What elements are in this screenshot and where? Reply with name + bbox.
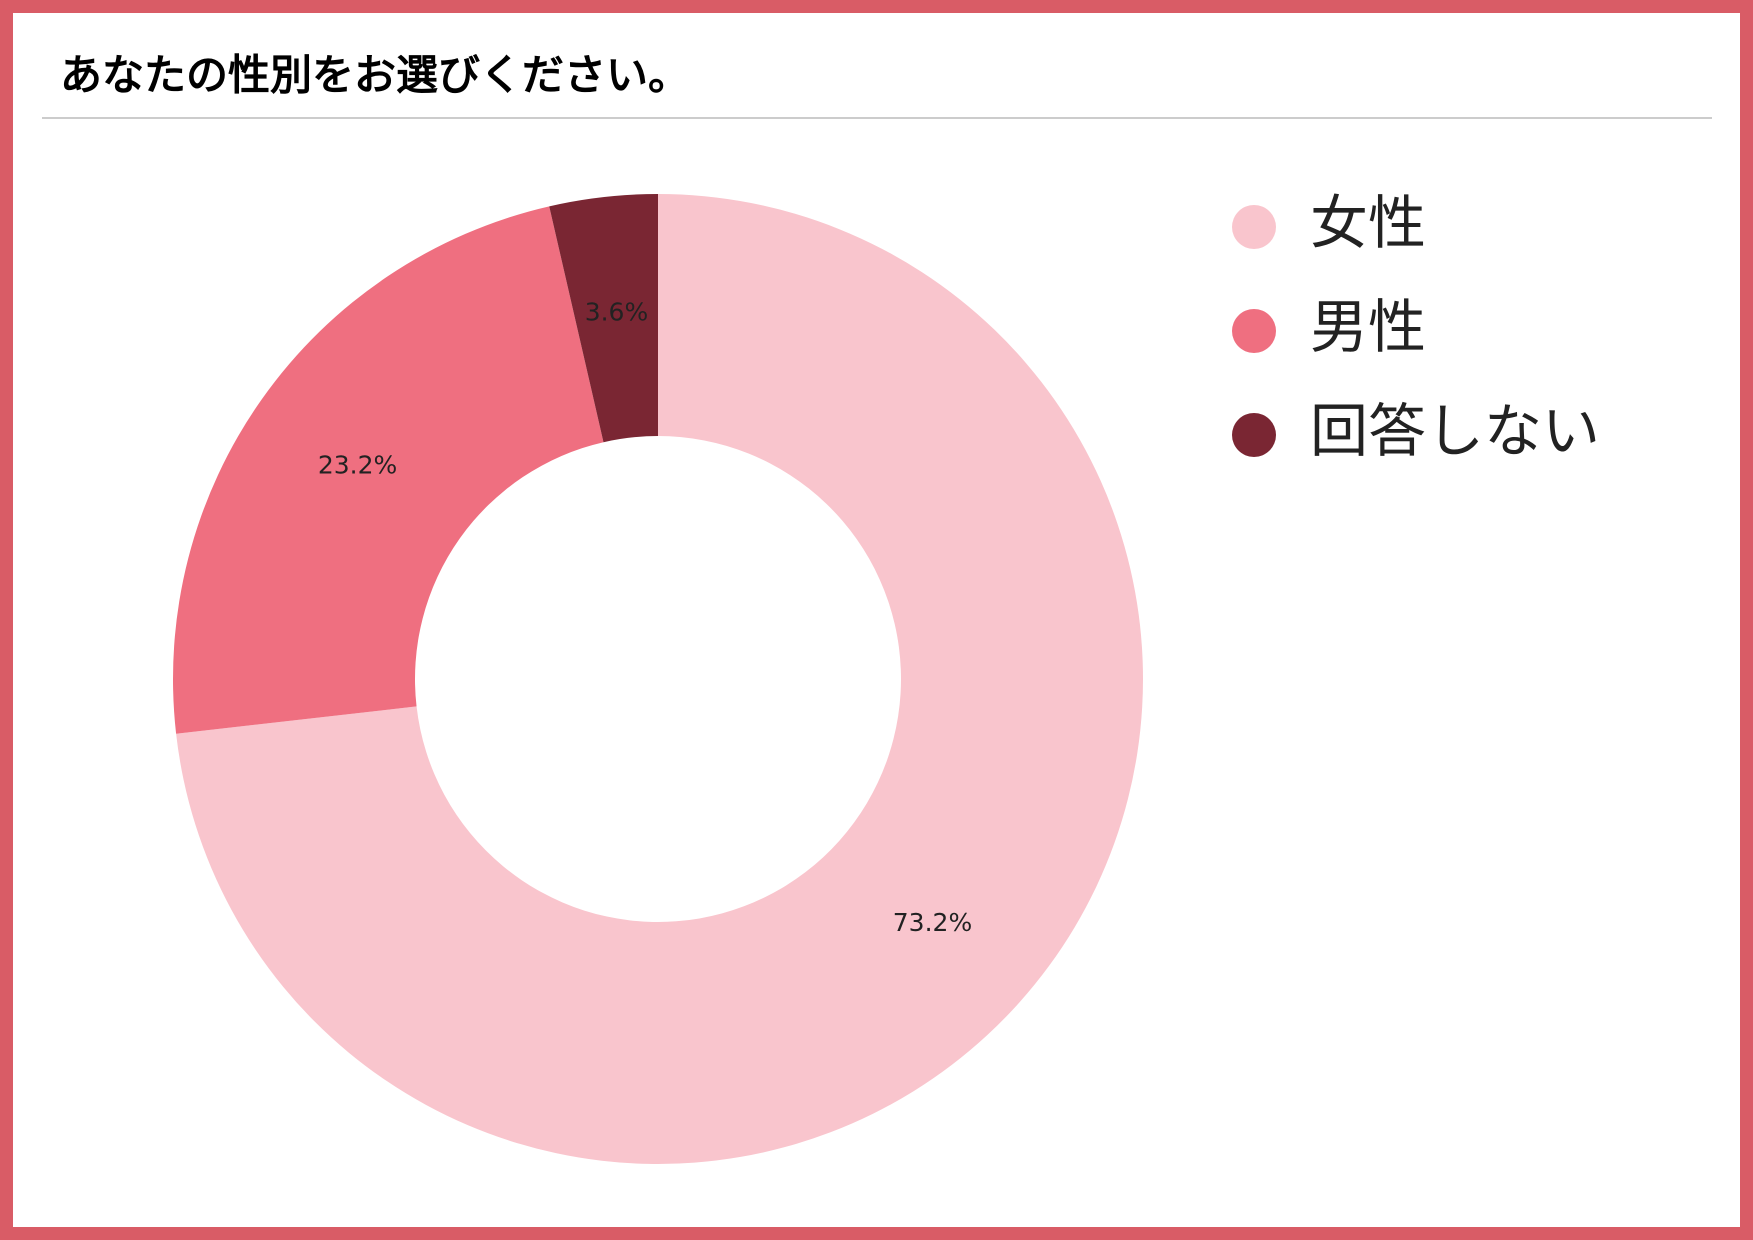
- legend-label: 男性: [1310, 293, 1426, 361]
- legend-marker: [1232, 413, 1276, 457]
- slice: [176, 194, 1144, 1164]
- slice: [173, 206, 604, 734]
- legend-marker: [1232, 205, 1276, 249]
- legend-marker: [1232, 309, 1276, 353]
- slice: [549, 194, 658, 443]
- legend-label: 回答しない: [1310, 397, 1600, 465]
- chart-title: あなたの性別をお選びください。: [60, 51, 690, 100]
- value-label: 3.6%: [585, 297, 649, 326]
- value-label: 73.2%: [893, 908, 972, 937]
- value-label: 23.2%: [318, 450, 397, 479]
- legend-label: 女性: [1310, 189, 1426, 257]
